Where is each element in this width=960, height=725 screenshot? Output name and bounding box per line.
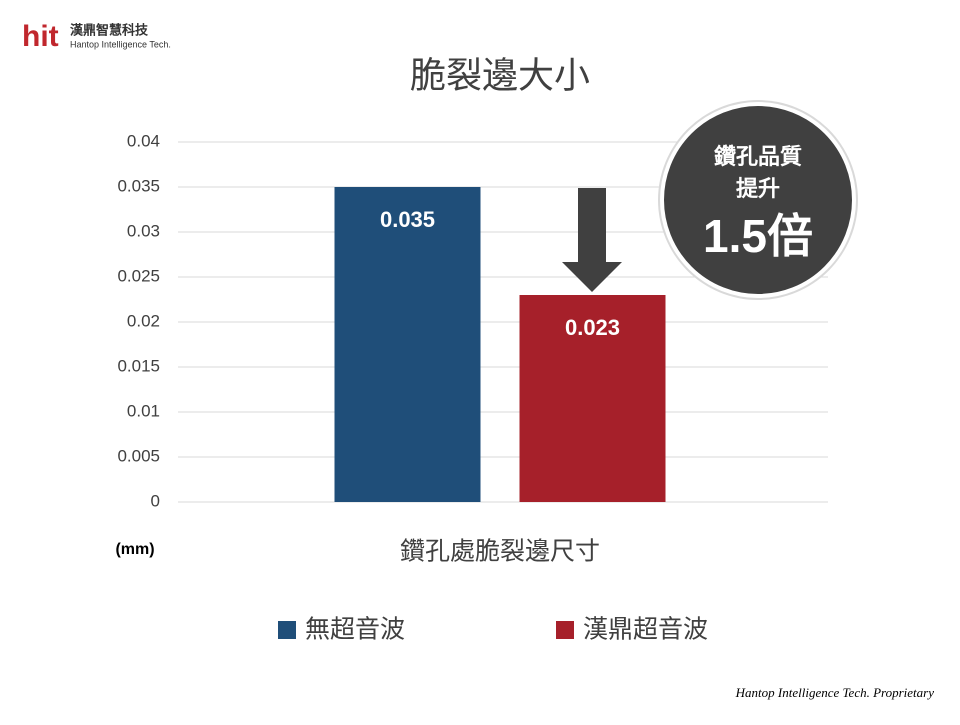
y-tick-label: 0.005: [117, 446, 160, 465]
legend-label: 無超音波: [305, 616, 405, 644]
value-label: 0.035: [380, 207, 435, 232]
y-tick-label: 0.015: [117, 356, 160, 375]
badge: [660, 102, 856, 298]
y-tick-label: 0.03: [127, 221, 160, 240]
y-tick-label: 0.02: [127, 311, 160, 330]
legend-label: 漢鼎超音波: [583, 616, 708, 644]
y-tick-label: 0.01: [127, 401, 160, 420]
logo-subname: Hantop Intelligence Tech.: [70, 39, 171, 49]
bar: [334, 187, 481, 502]
y-tick-label: 0.04: [127, 131, 160, 150]
y-tick-label: 0: [151, 491, 160, 510]
badge-highlight: 1.5倍: [703, 210, 813, 262]
legend-swatch: [278, 621, 296, 639]
bar: [519, 295, 666, 502]
chart-title: 脆裂邊大小: [410, 55, 590, 96]
arrow: [562, 188, 622, 292]
value-label: 0.023: [565, 315, 620, 340]
footer: Hantop Intelligence Tech. Proprietary: [735, 685, 935, 700]
logo-name: 漢鼎智慧科技: [70, 22, 149, 37]
logo-mark: hit: [22, 20, 59, 53]
x-tick-label: 鑽孔處脆裂邊尺寸: [400, 538, 600, 566]
badge-text: 提升: [736, 176, 780, 201]
y-tick-label: 0.025: [117, 266, 160, 285]
badge-text: 鑽孔品質: [714, 144, 802, 169]
y-unit: (mm): [115, 541, 154, 558]
y-tick-label: 0.035: [117, 176, 160, 195]
legend-swatch: [556, 621, 574, 639]
